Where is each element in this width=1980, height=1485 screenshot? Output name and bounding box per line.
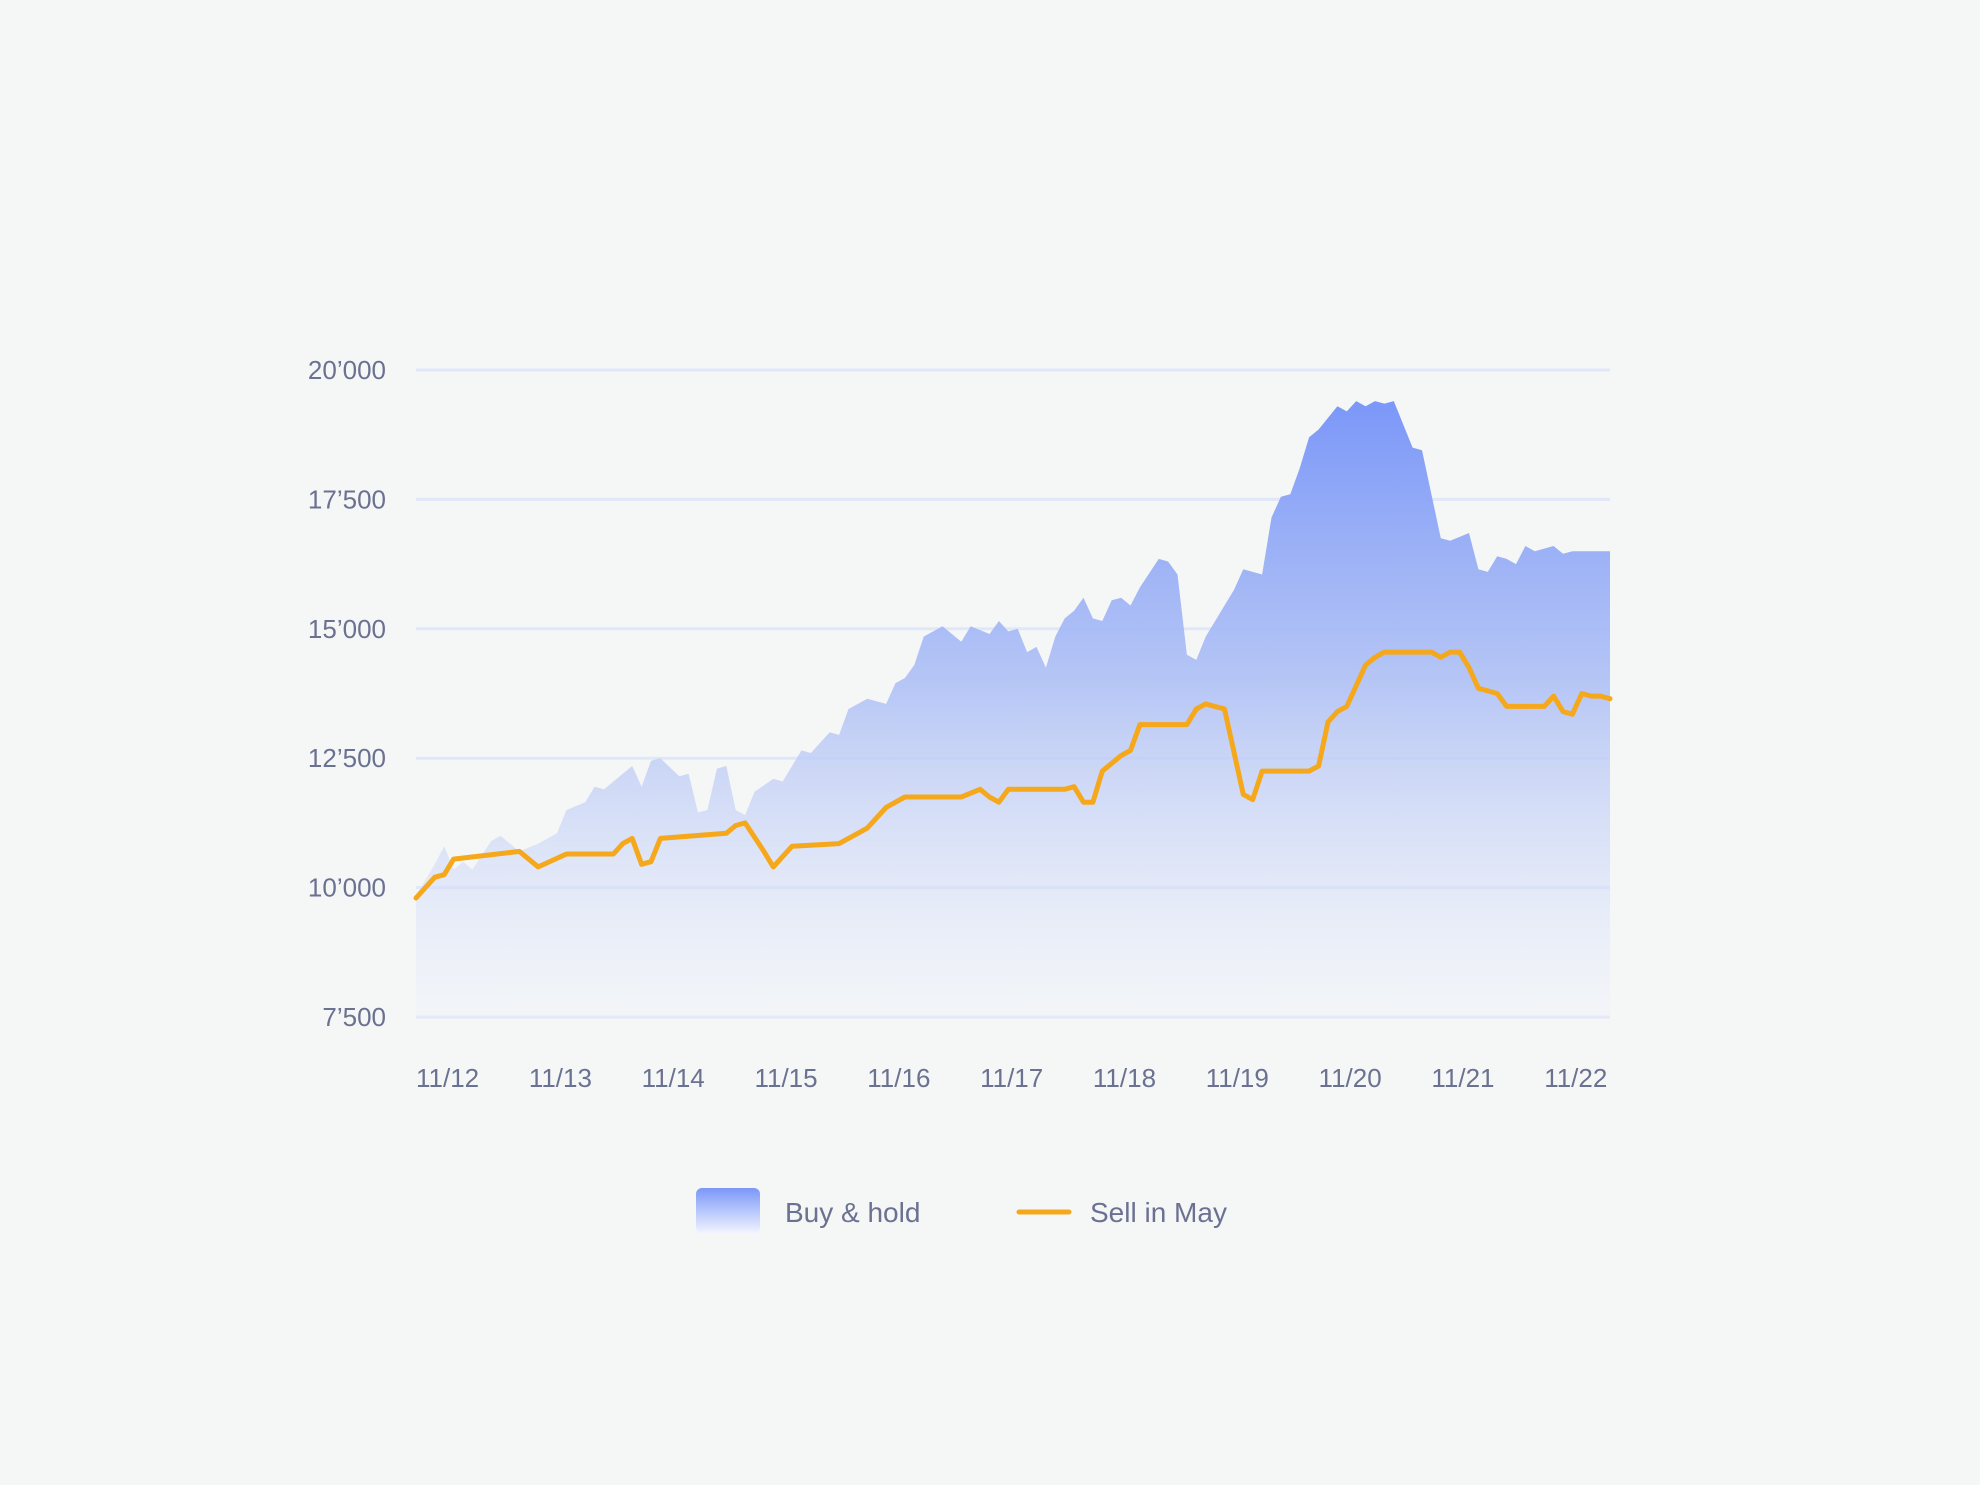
legend-label-buy-and-hold: Buy & hold: [785, 1197, 920, 1228]
x-tick-label: 11/22: [1544, 1063, 1607, 1093]
y-axis: 7’500 10’000 12’500 15’000 17’500 20’000: [308, 355, 386, 1032]
x-tick-label: 11/21: [1431, 1063, 1494, 1093]
x-tick-label: 11/18: [1093, 1063, 1156, 1093]
line-sell-in-may: [413, 649, 1613, 901]
x-tick-label: 11/15: [754, 1063, 817, 1093]
legend-label-sell-in-may: Sell in May: [1090, 1197, 1227, 1228]
area-buy-and-hold: [416, 401, 1610, 1018]
x-tick-label: 11/20: [1319, 1063, 1382, 1093]
y-tick-label: 12’500: [308, 743, 386, 773]
x-tick-label: 11/13: [529, 1063, 592, 1093]
x-tick-label: 11/19: [1206, 1063, 1269, 1093]
y-tick-label: 10’000: [308, 873, 386, 903]
legend-item-buy-and-hold: Buy & hold: [696, 1188, 920, 1234]
x-tick-label: 11/12: [416, 1063, 479, 1093]
legend-swatch-area: [696, 1188, 760, 1234]
x-tick-label: 11/14: [642, 1063, 705, 1093]
y-tick-label: 17’500: [308, 484, 386, 514]
x-tick-label: 11/16: [867, 1063, 930, 1093]
y-tick-label: 7’500: [322, 1002, 386, 1032]
series-area-buy-and-hold: [416, 401, 1610, 1018]
y-tick-label: 15’000: [308, 614, 386, 644]
x-axis: 11/12 11/13 11/14 11/15 11/16 11/17 11/18 11/19…: [416, 1063, 1607, 1093]
series-line-sell-in-may: [413, 649, 1613, 901]
legend-item-sell-in-may: Sell in May: [1016, 1197, 1227, 1228]
y-tick-label: 20’000: [308, 355, 386, 385]
x-tick-label: 11/17: [980, 1063, 1043, 1093]
legend: Buy & hold Sell in May: [696, 1188, 1227, 1234]
